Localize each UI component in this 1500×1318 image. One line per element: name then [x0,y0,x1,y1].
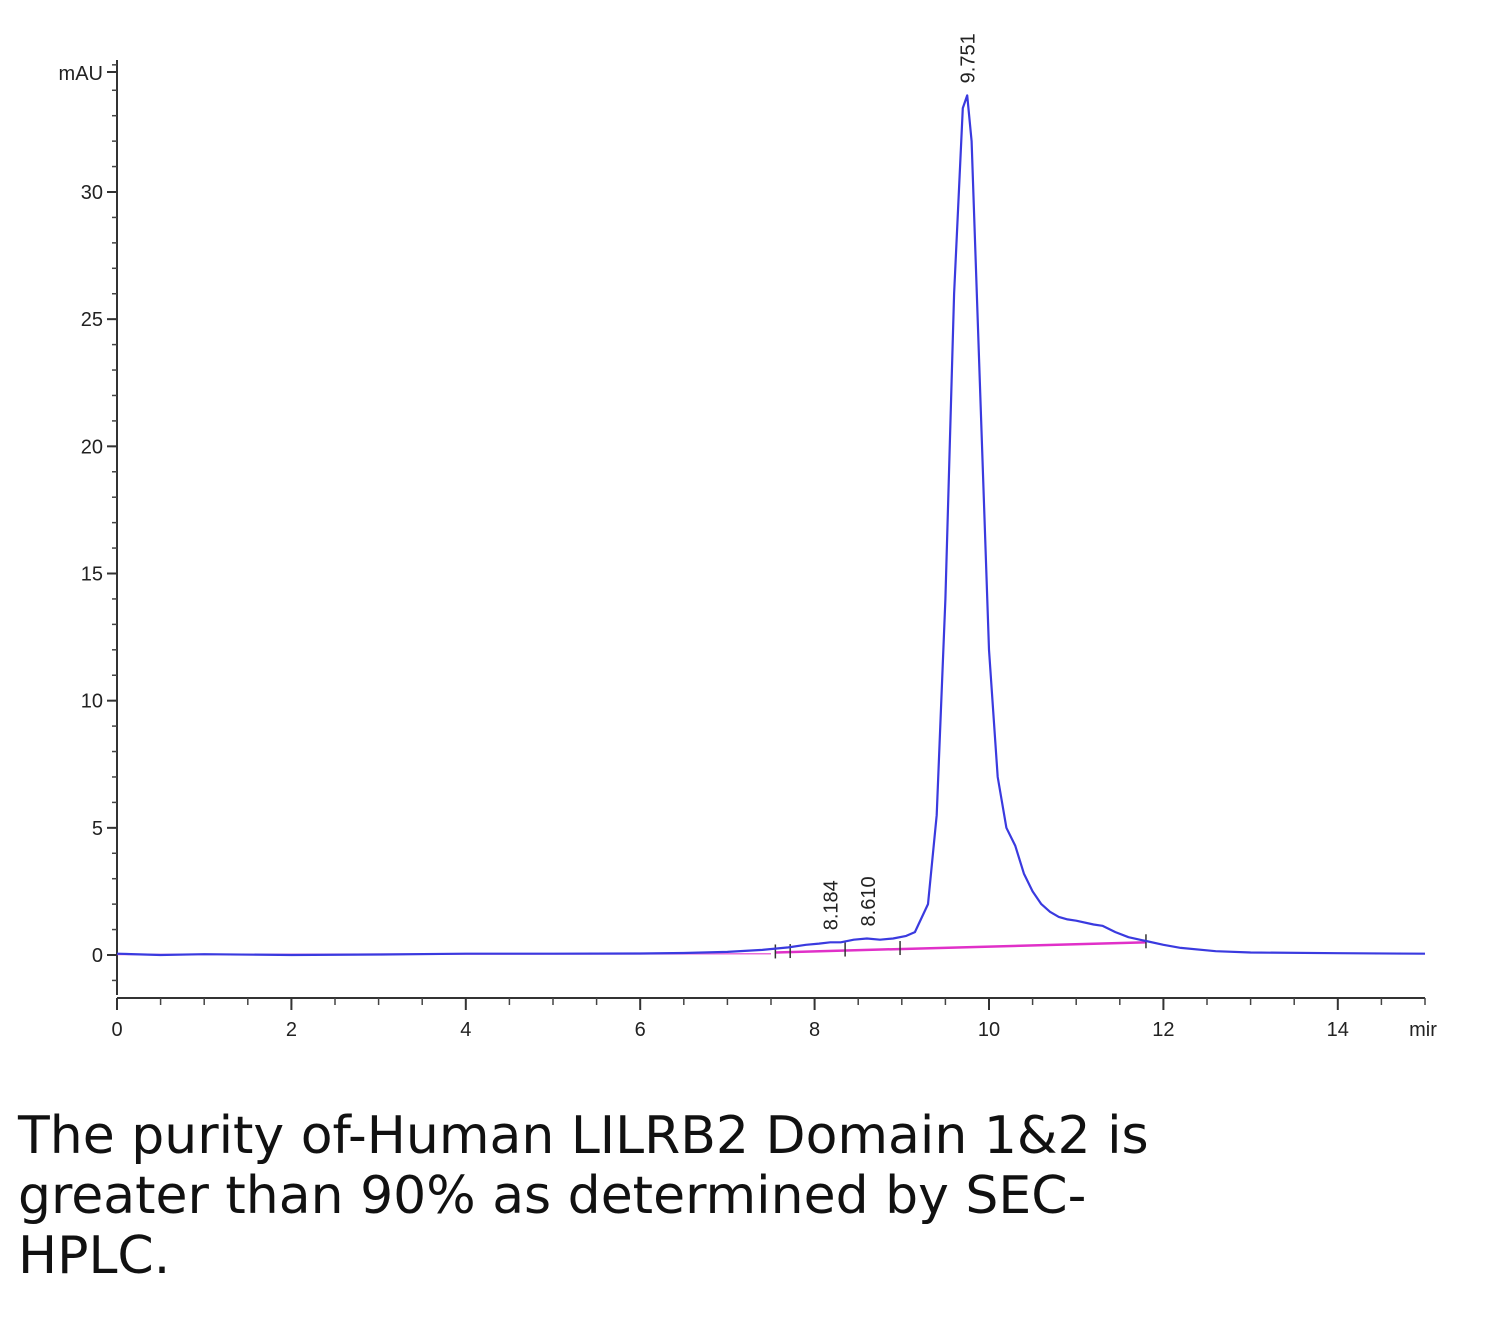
x-tick-label: 6 [635,1019,646,1041]
y-tick-label: 20 [81,436,103,458]
series-layer [116,94,1426,957]
x-unit-label: mir [1409,1019,1437,1041]
y-tick-label: 25 [81,309,103,331]
y-tick-label: 0 [92,945,103,967]
x-tick-label: 8 [809,1019,820,1041]
peak-label: 9.751 [957,33,979,83]
y-axis-label: mAU [59,63,103,85]
y-tick-label: 5 [92,818,103,840]
y-tick-label: 10 [81,691,103,713]
x-tick-label: 0 [111,1019,122,1041]
chromatogram-chart: 0 5 10 15 20 25 30 mAU 0 2 4 6 8 10 12 14 mir 8.184 8.610… [59,33,1438,1041]
x-tick-label: 14 [1327,1019,1349,1041]
y-tick-label: 15 [81,564,103,586]
figure-caption: The purity of-Human LILRB2 Domain 1&2 is… [18,1106,1149,1286]
integration-baseline [775,941,1146,954]
peak-label-layer: 8.184 8.610 9.751 [821,33,980,930]
peak-label: 8.610 [858,876,880,926]
chromatogram-trace [116,94,1426,957]
x-tick-label: 12 [1152,1019,1174,1041]
peak-label: 8.184 [821,880,843,930]
x-tick-label: 2 [286,1019,297,1041]
chromatogram-svg: 0 5 10 15 20 25 30 mAU 0 2 4 6 8 10 12 14 mir 8.184 8.610… [59,33,1438,1041]
axes-layer: 0 5 10 15 20 25 30 mAU 0 2 4 6 8 10 12 14 mir [59,60,1437,1041]
y-tick-label: 30 [81,182,103,204]
x-tick-label: 10 [978,1019,1000,1041]
x-tick-label: 4 [460,1019,471,1041]
